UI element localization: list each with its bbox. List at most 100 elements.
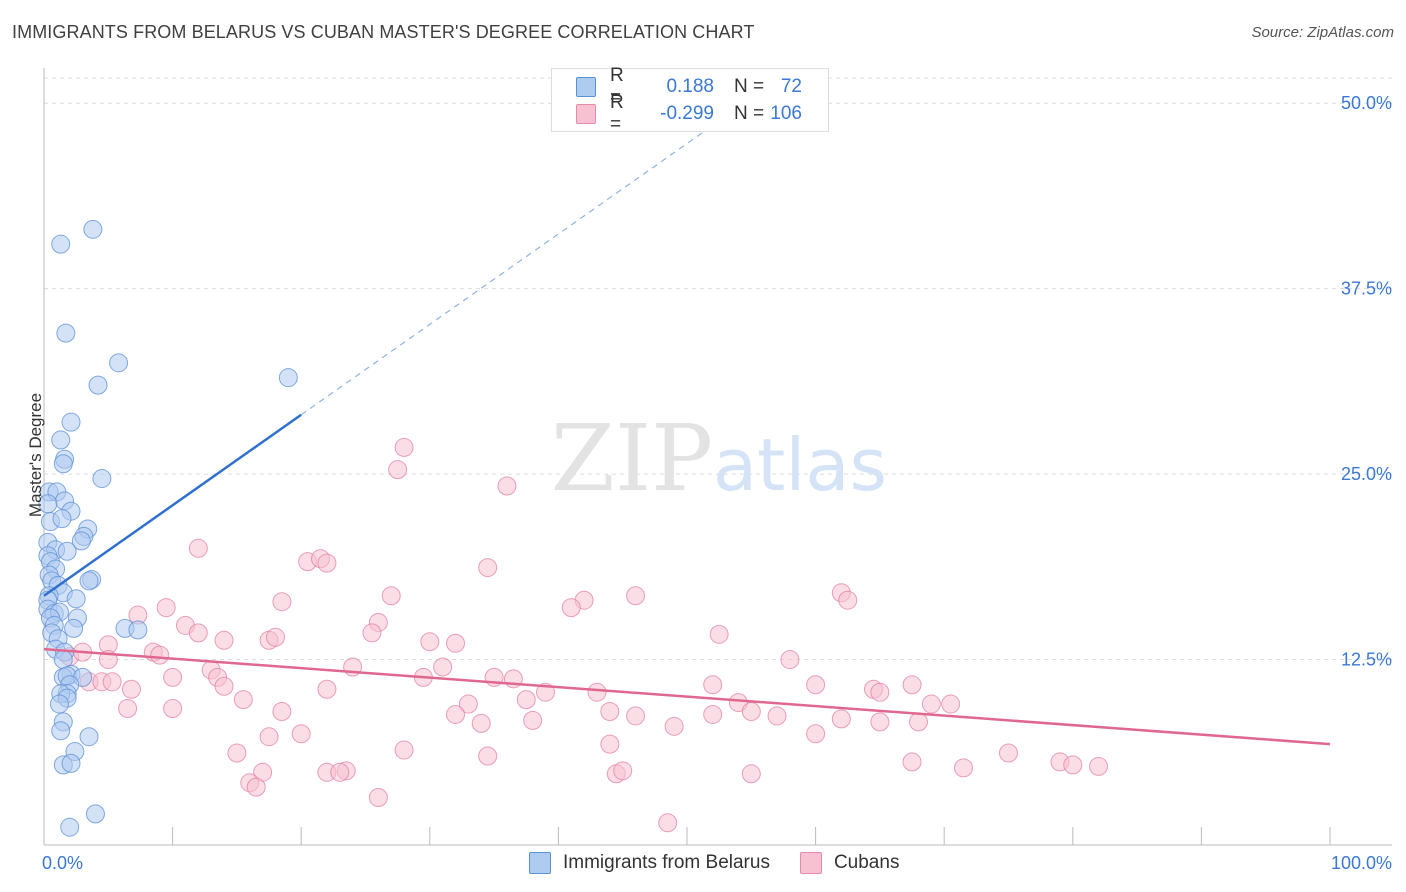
belarus-point [85,804,105,824]
belarus-point [52,509,72,529]
cubans-point [831,709,851,729]
cubans-point [446,633,466,653]
legend-n-label: N = [734,76,765,97]
cubans-point [272,701,292,721]
cubans-point [838,590,858,610]
y-axis-label: Master's Degree [26,392,45,518]
chart-source: Source: ZipAtlas.com [1251,24,1394,41]
cubans-point [121,679,141,699]
cubans-point [265,627,285,647]
y-tick-label: 12.5% [1341,650,1392,670]
belarus-point [60,817,80,837]
belarus-point [51,234,71,254]
belarus-point [79,571,99,591]
cubans-point [902,675,922,695]
cubans-point [516,690,536,710]
cubans-point [703,704,723,724]
cubans-point [658,813,678,833]
cubans-point [227,743,247,763]
cubans-point [214,676,234,696]
belarus-point [56,323,76,343]
cubans-point [394,437,414,457]
cubans-point [163,667,183,687]
legend-item-cubans[interactable]: Cubans [799,852,899,874]
watermark-atlas: atlas [713,423,887,507]
cubans-point [613,761,633,781]
cubans-points [60,437,1109,833]
cubans-point [497,476,517,496]
legend-swatch-belarus [576,77,596,97]
legend-n-value: 106 [770,103,802,124]
axes [43,68,1392,846]
y-tick-label: 50.0% [1341,93,1392,113]
cubans-point [291,724,311,744]
cubans-point [368,788,388,808]
legend-n-value: 72 [780,76,802,97]
legend-swatch-belarus [529,852,551,874]
cubans-point [433,657,453,677]
cubans-point [214,630,234,650]
x-tick-label-min: 0.0% [42,853,83,873]
cubans-point [709,624,729,644]
cubans-point [388,460,408,480]
cubans-point [478,746,498,766]
cubans-point [626,706,646,726]
grid-lines [44,77,1392,661]
belarus-point [128,620,148,640]
cubans-point [953,758,973,778]
belarus-trend-extension [300,124,714,416]
cubans-point [741,701,761,721]
cubans-point [394,740,414,760]
legend-r-value: 0.188 [666,76,714,97]
legend-row-cubans: R = -0.299 N = 106 [576,92,802,135]
legend-r-value: -0.299 [660,103,714,124]
trend-lines [43,124,1331,746]
cubans-point [471,713,491,733]
cubans-point [317,553,337,573]
cubans-point [362,623,382,643]
belarus-point [109,353,129,373]
belarus-point [83,219,103,239]
cubans-point [233,690,253,710]
legend-label-belarus: Immigrants from Belarus [563,852,770,873]
cubans-point [780,650,800,670]
belarus-point [64,618,84,638]
cubans-point [806,675,826,695]
chart-title: IMMIGRANTS FROM BELARUS VS CUBAN MASTER'… [12,22,755,42]
cubans-point [664,716,684,736]
cubans-point [600,701,620,721]
cubans-point [259,727,279,747]
cubans-point [941,694,961,714]
y-tick-label: 25.0% [1341,464,1392,484]
cubans-point [587,682,607,702]
cubans-point [446,704,466,724]
cubans-point [118,699,138,719]
cubans-point [703,675,723,695]
cubans-point [870,682,890,702]
cubans-point [102,672,122,692]
cubans-point [921,694,941,714]
cubans-point [741,764,761,784]
legend-swatch-cubans [799,852,822,874]
belarus-trend-line [43,413,302,597]
belarus-point [49,694,69,714]
legend-r-label: R = [610,65,624,108]
cubans-point [626,586,646,606]
cubans-point [381,586,401,606]
legend-r-label: R = [610,92,624,135]
cubans-point [458,694,478,714]
cubans-point [156,598,176,618]
belarus-point [61,753,81,773]
cubans-point [870,712,890,732]
cubans-point [150,645,170,665]
cubans-point [999,743,1018,763]
cubans-trend-line [43,647,1331,746]
cubans-point [188,623,208,643]
correlation-legend: R = 0.188 N = 72 R = -0.299 N = 106 [551,65,829,135]
belarus-point [61,412,81,432]
y-tick-label: 37.5% [1341,279,1392,299]
cubans-point [272,592,292,612]
legend-item-belarus[interactable]: Immigrants from Belarus [529,852,770,874]
cubans-point [908,712,928,732]
